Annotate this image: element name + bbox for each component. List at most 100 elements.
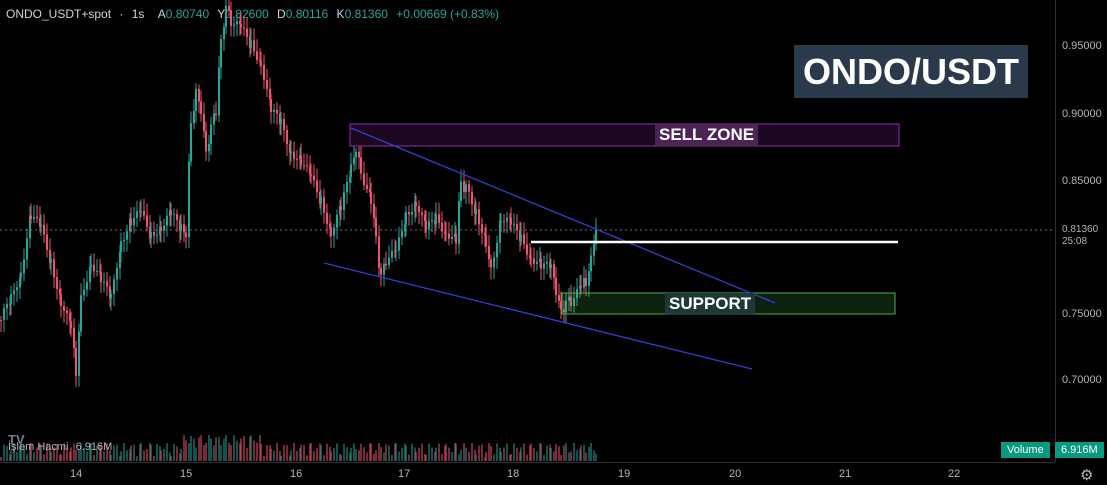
volume-bar [438, 443, 440, 461]
candle-body [303, 165, 305, 167]
lower-trendline[interactable] [323, 262, 753, 370]
candle-body [579, 286, 581, 290]
candle-body [523, 234, 525, 245]
price-tick: 0.75000 [1062, 308, 1102, 320]
candle-body [49, 249, 51, 263]
volume-bar [140, 443, 142, 461]
price-axis[interactable] [1055, 0, 1107, 462]
volume-bar [330, 451, 332, 461]
volume-bar [6, 445, 8, 461]
volume-bar [533, 447, 535, 461]
volume-legend-name: İşlem Hacmi [8, 441, 69, 453]
candle-body [296, 158, 298, 160]
volume-bar [555, 444, 557, 461]
volume-bar [408, 454, 410, 461]
candle-body [269, 88, 271, 100]
candle-body [225, 5, 227, 28]
candle-body [195, 89, 197, 111]
candle-body [576, 289, 578, 299]
candle-body [259, 59, 261, 62]
volume-bar [246, 447, 248, 461]
candle-body [358, 151, 360, 158]
upper-trendline[interactable] [350, 127, 776, 304]
volume-bar [385, 444, 387, 461]
volume-bar [78, 449, 80, 461]
candle-body [13, 290, 15, 295]
candle-body [116, 267, 118, 280]
candle-body [300, 155, 302, 166]
volume-bar [215, 437, 217, 461]
volume-bar [373, 453, 375, 461]
volume-bar [465, 447, 467, 461]
symbol-name[interactable]: ONDO_USDT+spot [6, 7, 112, 21]
volume-bar [100, 447, 102, 461]
candle-body [146, 215, 148, 227]
candle-body [543, 263, 545, 269]
volume-bar [523, 443, 525, 461]
sell-zone-rect[interactable] [349, 123, 900, 147]
price-plot[interactable] [0, 0, 1055, 462]
volume-bar [256, 442, 258, 461]
volume-bar [203, 445, 205, 461]
candle-body [96, 271, 98, 273]
volume-bar [136, 456, 138, 461]
volume-bar [276, 443, 278, 461]
volume-bar [553, 451, 555, 461]
candle-body [215, 113, 217, 116]
candle-body [558, 295, 560, 302]
candle-body [120, 241, 122, 252]
low-label: D [277, 7, 286, 21]
volume-bar [33, 452, 35, 461]
volume-bar [580, 445, 582, 461]
candle-body [56, 277, 58, 289]
candle-body [425, 221, 427, 230]
gear-icon[interactable]: ⚙ [1080, 467, 1094, 484]
volume-bar [280, 455, 282, 461]
volume-bar [30, 443, 32, 461]
candle-body [404, 224, 406, 232]
candle-body [46, 234, 48, 250]
volume-bar [355, 449, 357, 461]
candle-body [431, 220, 433, 222]
volume-bar [250, 435, 252, 461]
candle-body [306, 165, 308, 167]
volume-bar [110, 455, 112, 461]
volume-bar [350, 448, 352, 461]
candle-body [29, 215, 31, 239]
candle-body [293, 151, 295, 159]
time-tick: 20 [729, 468, 742, 480]
candle-body [59, 288, 61, 295]
volume-bar [0, 457, 2, 461]
volume-bar [240, 438, 242, 461]
candle-body [193, 110, 195, 124]
volume-legend: İşlem Hacmi 6.916M [8, 441, 112, 453]
tradingview-logo[interactable]: TV [8, 432, 25, 447]
candle-body [593, 244, 595, 256]
candle-body [6, 303, 8, 309]
volume-bar [563, 445, 565, 461]
volume-bar [593, 450, 595, 461]
time-axis[interactable] [0, 462, 1055, 485]
volume-bar [50, 452, 52, 461]
time-tick: 14 [70, 468, 83, 480]
candle-body [183, 224, 185, 233]
candle-body [583, 278, 585, 288]
candle-body [220, 39, 222, 68]
candle-body [435, 214, 437, 224]
candle-body [445, 233, 447, 235]
volume-bar [180, 448, 182, 461]
candle-body [75, 348, 77, 376]
interval-label[interactable]: 1s [131, 7, 145, 21]
volume-bars [0, 435, 597, 461]
candle-body [484, 232, 486, 236]
candle-body [273, 109, 275, 112]
candle-body [163, 225, 165, 231]
candle-body [90, 264, 92, 267]
candle-body [33, 216, 35, 220]
symbol-header: ONDO_USDT+spot · 1s A0.80740 Y0.82600 D0… [6, 7, 500, 21]
candle-body [200, 101, 202, 114]
candle-body [323, 197, 325, 213]
volume-bar [170, 456, 172, 461]
candle-body [573, 298, 575, 306]
